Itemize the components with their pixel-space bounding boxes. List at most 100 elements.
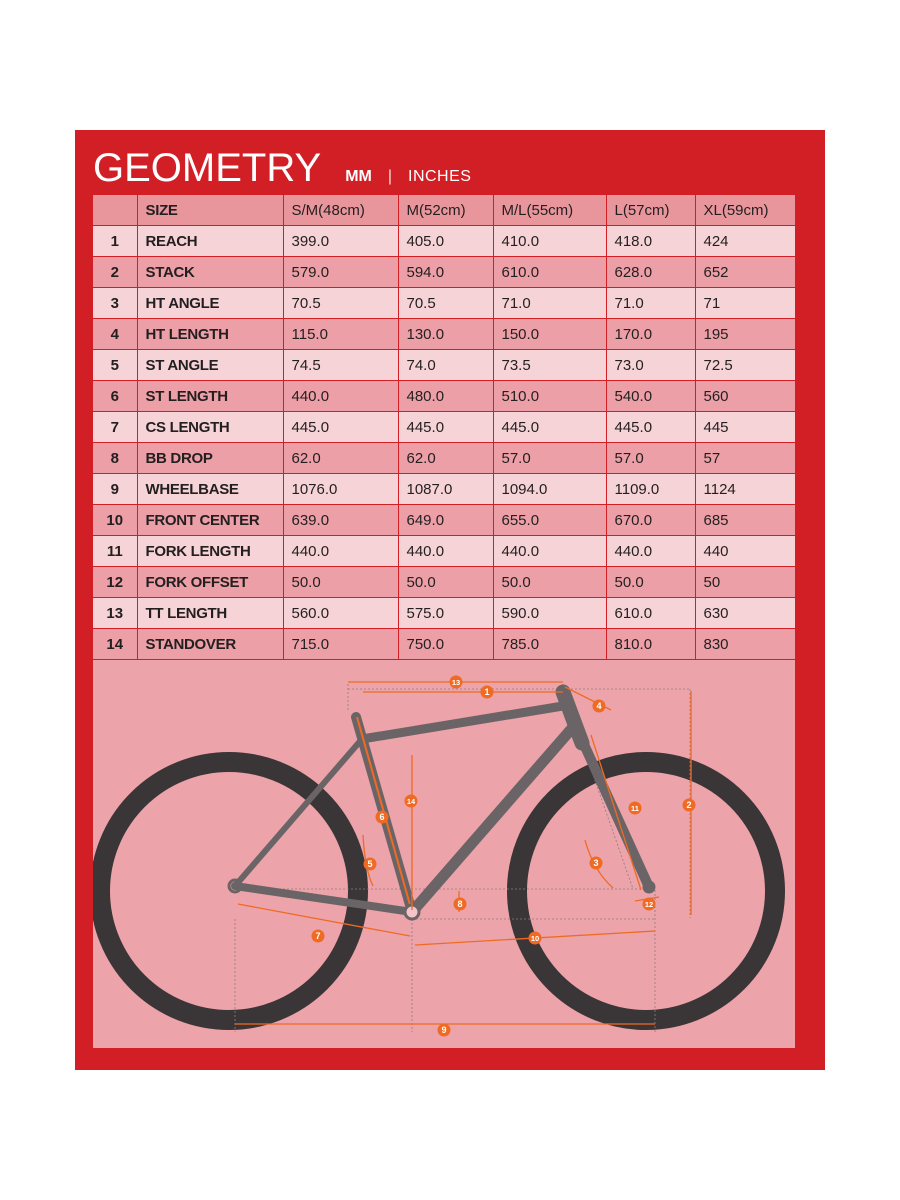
row-value: 1087.0 [398, 473, 494, 505]
dimension-marker-10: 10 [528, 931, 542, 945]
row-value: 639.0 [283, 504, 399, 536]
dimension-marker-label: 11 [631, 804, 639, 813]
row-value: 440.0 [606, 535, 696, 567]
row-value: 115.0 [283, 318, 399, 350]
row-number: 7 [93, 411, 138, 443]
row-value: 72.5 [695, 349, 796, 381]
front-wheel-icon [507, 752, 785, 1030]
dimension-marker-label: 1 [484, 687, 489, 697]
dimension-marker-label: 6 [379, 812, 384, 822]
table-row: 9 WHEELBASE 1076.0 1087.0 1094.0 1109.0 1124 [93, 473, 796, 505]
dimension-marker-label: 13 [452, 678, 460, 687]
row-value: 418.0 [606, 225, 696, 257]
row-value: 57.0 [493, 442, 607, 474]
row-value: 57.0 [606, 442, 696, 474]
row-value: 685 [695, 504, 796, 536]
geometry-panel: GEOMETRY MM | INCHES SIZE S/M(48cm) M(52… [75, 130, 825, 1070]
row-value: 74.0 [398, 349, 494, 381]
row-label: ST ANGLE [137, 349, 284, 381]
row-value: 440.0 [493, 535, 607, 567]
title-bar: GEOMETRY MM | INCHES [93, 142, 471, 194]
dimension-marker-8: 8 [453, 897, 467, 911]
row-value: 73.0 [606, 349, 696, 381]
unit-separator: | [387, 168, 392, 185]
row-label: STANDOVER [137, 628, 284, 660]
dimension-marker-13: 13 [449, 675, 463, 689]
table-row: 8 BB DROP 62.0 62.0 57.0 57.0 57 [93, 442, 796, 474]
row-value: 630 [695, 597, 796, 629]
row-value: 590.0 [493, 597, 607, 629]
row-value: 655.0 [493, 504, 607, 536]
row-value: 594.0 [398, 256, 494, 288]
dimension-marker-label: 5 [367, 859, 372, 869]
geometry-table: SIZE S/M(48cm) M(52cm) M/L(55cm) L(57cm)… [93, 195, 796, 660]
row-value: 785.0 [493, 628, 607, 660]
row-value: 57 [695, 442, 796, 474]
row-value: 610.0 [606, 597, 696, 629]
row-label: TT LENGTH [137, 597, 284, 629]
row-value: 1094.0 [493, 473, 607, 505]
dimension-marker-label: 10 [531, 934, 539, 943]
row-number: 9 [93, 473, 138, 505]
dimension-marker-5: 5 [363, 857, 377, 871]
row-value: 670.0 [606, 504, 696, 536]
row-value: 510.0 [493, 380, 607, 412]
row-value: 440.0 [283, 535, 399, 567]
header-cell: M(52cm) [398, 195, 494, 226]
row-value: 1109.0 [606, 473, 696, 505]
row-label: HT LENGTH [137, 318, 284, 350]
header-num-cell [93, 195, 138, 226]
dimension-marker-4: 4 [592, 699, 606, 713]
row-value: 628.0 [606, 256, 696, 288]
row-number: 5 [93, 349, 138, 381]
header-cell: S/M(48cm) [283, 195, 399, 226]
dimension-marker-12: 12 [642, 897, 656, 911]
front-axle-icon [642, 880, 656, 894]
table-row: 13 TT LENGTH 560.0 575.0 590.0 610.0 630 [93, 597, 796, 629]
row-value: 750.0 [398, 628, 494, 660]
guide-lines [234, 684, 691, 1032]
fork [577, 735, 654, 892]
table-header-row: SIZE S/M(48cm) M(52cm) M/L(55cm) L(57cm)… [93, 195, 796, 226]
dimension-marker-label: 8 [457, 899, 462, 909]
row-value: 71.0 [606, 287, 696, 319]
unit-toggle-inches[interactable]: INCHES [408, 168, 472, 185]
head-tube [555, 684, 590, 751]
row-label: FORK OFFSET [137, 566, 284, 598]
header-cell: SIZE [137, 195, 284, 226]
header-cell: L(57cm) [606, 195, 696, 226]
dimension-marker-7: 7 [311, 929, 325, 943]
rear-wheel-icon [93, 752, 368, 1030]
row-label: WHEELBASE [137, 473, 284, 505]
row-value: 810.0 [606, 628, 696, 660]
row-value: 445.0 [283, 411, 399, 443]
unit-toggle-mm[interactable]: MM [345, 168, 372, 185]
table-row: 5 ST ANGLE 74.5 74.0 73.5 73.0 72.5 [93, 349, 796, 381]
row-value: 73.5 [493, 349, 607, 381]
table-row: 14 STANDOVER 715.0 750.0 785.0 810.0 830 [93, 628, 796, 660]
row-value: 70.5 [398, 287, 494, 319]
table-row: 7 CS LENGTH 445.0 445.0 445.0 445.0 445 [93, 411, 796, 443]
dimension-marker-2: 2 [682, 798, 696, 812]
dimension-marker-label: 2 [686, 800, 691, 810]
dimension-marker-11: 11 [628, 801, 642, 815]
row-value: 50.0 [283, 566, 399, 598]
row-value: 62.0 [398, 442, 494, 474]
row-number: 13 [93, 597, 138, 629]
row-value: 170.0 [606, 318, 696, 350]
row-number: 3 [93, 287, 138, 319]
table-row: 2 STACK 579.0 594.0 610.0 628.0 652 [93, 256, 796, 288]
table-row: 6 ST LENGTH 440.0 480.0 510.0 540.0 560 [93, 380, 796, 412]
row-number: 8 [93, 442, 138, 474]
dimension-marker-6: 6 [375, 810, 389, 824]
rear-axle-icon [227, 878, 243, 894]
header-cell: XL(59cm) [695, 195, 796, 226]
row-value: 71 [695, 287, 796, 319]
row-value: 579.0 [283, 256, 399, 288]
row-label: BB DROP [137, 442, 284, 474]
table-body: 1 REACH 399.0 405.0 410.0 418.0 424 2 STACK 579.0… [93, 225, 796, 660]
row-value: 70.5 [283, 287, 399, 319]
row-value: 410.0 [493, 225, 607, 257]
row-label: HT ANGLE [137, 287, 284, 319]
row-value: 560.0 [283, 597, 399, 629]
